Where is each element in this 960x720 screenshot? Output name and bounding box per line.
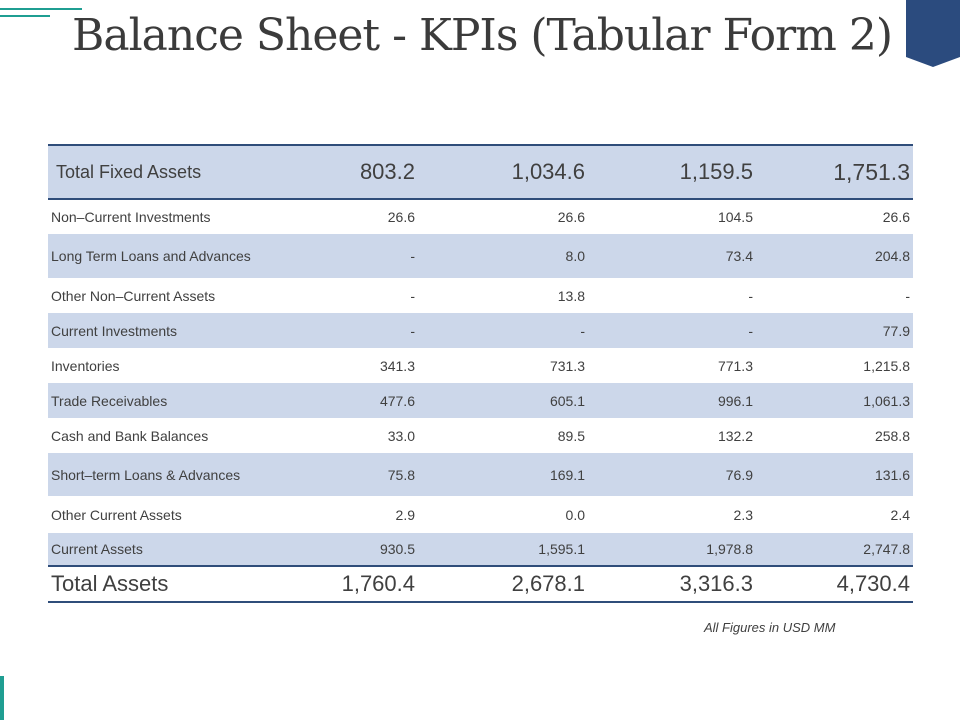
- cell-value: 605.1: [418, 383, 588, 418]
- row-label: Total Fixed Assets: [48, 144, 288, 200]
- cell-value: 477.6: [288, 383, 418, 418]
- row-label: Non–Current Investments: [51, 209, 211, 225]
- cell-value: 803.2: [288, 144, 418, 200]
- cell-value: 77.9: [756, 313, 913, 348]
- cell-value: 1,159.5: [588, 144, 756, 200]
- cell-value: 4,730.4: [756, 565, 913, 603]
- cell-value: 2.3: [733, 506, 753, 523]
- cell-value: 75.8: [288, 453, 418, 496]
- row-label: Long Term Loans and Advances: [48, 234, 288, 278]
- cell-value: -: [288, 234, 418, 278]
- cell-value: 13.8: [557, 287, 585, 304]
- row-label: Cash and Bank Balances: [51, 427, 209, 444]
- cell-value: -: [410, 287, 415, 304]
- cell-value: 2.9: [395, 506, 415, 523]
- table-row: Short–term Loans & Advances 75.8 169.1 7…: [48, 453, 913, 496]
- cell-value: 104.5: [717, 209, 753, 225]
- cell-value: -: [748, 287, 753, 304]
- cell-value: 1,034.6: [418, 144, 588, 200]
- corner-ribbon: [906, 0, 960, 67]
- row-label: Other Non–Current Assets: [51, 287, 216, 304]
- row-label: Short–term Loans & Advances: [48, 453, 288, 496]
- row-label: Inventories: [51, 357, 120, 374]
- cell-value: 731.3: [549, 357, 585, 374]
- row-label: Total Assets: [48, 565, 288, 603]
- cell-value: 1,760.4: [288, 565, 418, 603]
- row-label: Current Investments: [48, 313, 288, 348]
- row-label: Current Assets: [48, 533, 288, 566]
- decorative-left-bar: [0, 676, 4, 720]
- cell-value: 1,751.3: [756, 144, 913, 200]
- cell-value: 1,215.8: [863, 357, 910, 374]
- cell-value: 26.6: [387, 209, 415, 225]
- cell-value: 73.4: [588, 234, 756, 278]
- cell-value: 131.6: [756, 453, 913, 496]
- cell-value: 89.5: [557, 427, 585, 444]
- cell-value: 3,316.3: [588, 565, 756, 603]
- cell-value: 1,061.3: [756, 383, 913, 418]
- cell-value: 33.0: [387, 427, 415, 444]
- table-header-row: Total Fixed Assets 803.2 1,034.6 1,159.5…: [48, 144, 913, 200]
- row-label: Trade Receivables: [48, 383, 288, 418]
- cell-value: 132.2: [717, 427, 753, 444]
- table-row: Non–Current Investments 26.6 26.6 104.5 …: [48, 199, 913, 234]
- cell-value: 8.0: [418, 234, 588, 278]
- table-total-row: Total Assets 1,760.4 2,678.1 3,316.3 4,7…: [48, 565, 913, 603]
- cell-value: -: [288, 313, 418, 348]
- cell-value: 1,595.1: [418, 533, 588, 566]
- cell-value: 996.1: [588, 383, 756, 418]
- cell-value: 26.6: [557, 209, 585, 225]
- table-row: Cash and Bank Balances 33.0 89.5 132.2 2…: [48, 418, 913, 453]
- cell-value: 169.1: [418, 453, 588, 496]
- row-label: Other Current Assets: [51, 506, 182, 523]
- table-row: Other Current Assets 2.9 0.0 2.3 2.4: [48, 496, 913, 533]
- cell-value: 930.5: [288, 533, 418, 566]
- table-row: Long Term Loans and Advances - 8.0 73.4 …: [48, 234, 913, 278]
- kpi-table: Total Fixed Assets 803.2 1,034.6 1,159.5…: [48, 144, 913, 603]
- units-footnote: All Figures in USD MM: [704, 620, 836, 635]
- decorative-line-short: [0, 15, 50, 17]
- slide-title: Balance Sheet - KPIs (Tabular Form 2): [72, 10, 893, 61]
- cell-value: 76.9: [588, 453, 756, 496]
- cell-value: 258.8: [874, 427, 910, 444]
- cell-value: 1,978.8: [588, 533, 756, 566]
- cell-value: -: [588, 313, 756, 348]
- cell-value: 2.4: [890, 506, 910, 523]
- cell-value: 204.8: [756, 234, 913, 278]
- cell-value: 0.0: [565, 506, 585, 523]
- cell-value: -: [905, 287, 910, 304]
- table-row: Current Assets 930.5 1,595.1 1,978.8 2,7…: [48, 533, 913, 566]
- cell-value: 771.3: [717, 357, 753, 374]
- table-row: Current Investments - - - 77.9: [48, 313, 913, 348]
- table-row: Other Non–Current Assets - 13.8 - -: [48, 278, 913, 313]
- cell-value: 2,747.8: [756, 533, 913, 566]
- cell-value: 26.6: [882, 209, 910, 225]
- decorative-line-top: [0, 8, 82, 10]
- cell-value: 2,678.1: [418, 565, 588, 603]
- cell-value: 341.3: [379, 357, 415, 374]
- table-row: Inventories 341.3 731.3 771.3 1,215.8: [48, 348, 913, 383]
- cell-value: -: [418, 313, 588, 348]
- table-row: Trade Receivables 477.6 605.1 996.1 1,06…: [48, 383, 913, 418]
